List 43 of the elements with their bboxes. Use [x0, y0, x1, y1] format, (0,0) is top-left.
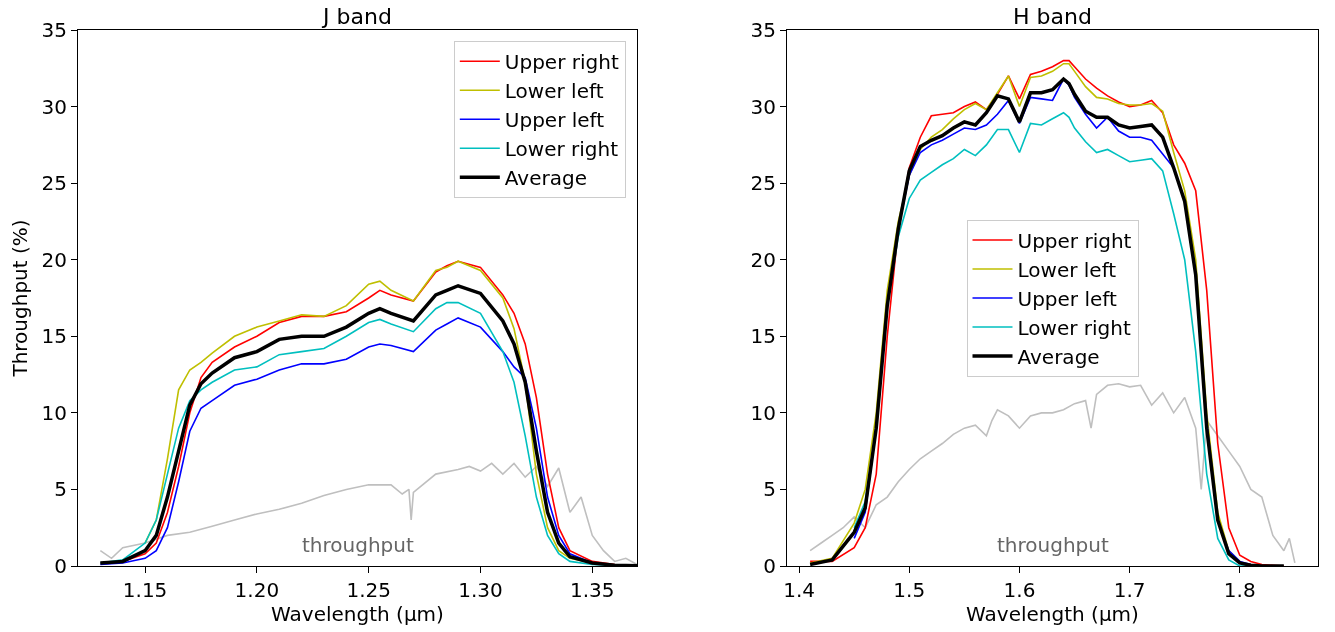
y-tick-label: 15 [41, 324, 67, 349]
y-tick-label: 30 [41, 94, 67, 119]
legend-label: Upper left [504, 108, 605, 133]
x-axis-title: Wavelength (μm) [966, 602, 1139, 626]
x-tick-label: 1.6 [1003, 578, 1036, 602]
y-tick-label: 25 [750, 171, 776, 196]
legend-label: Average [1017, 344, 1100, 369]
chart-title: J band [321, 3, 392, 29]
legend-label: Average [504, 166, 587, 191]
annotation: throughput [997, 533, 1109, 557]
legend-label: Lower right [504, 137, 619, 162]
x-tick-label: 1.7 [1113, 578, 1146, 602]
legend-label: Lower right [1017, 315, 1131, 340]
y-tick-label: 25 [41, 171, 67, 196]
x-tick-label: 1.4 [783, 578, 816, 602]
legend-label: Lower left [504, 79, 604, 104]
legend-label: Upper right [504, 50, 619, 75]
x-tick-label: 1.25 [346, 578, 391, 602]
legend-label: Upper left [1017, 286, 1117, 311]
y-tick-label: 35 [750, 18, 776, 42]
y-tick-label: 10 [750, 400, 776, 425]
x-axis-title: Wavelength (μm) [271, 602, 444, 626]
y-tick-label: 0 [763, 554, 776, 578]
y-tick-label: 20 [41, 247, 67, 272]
y-axis-title: Throughput (%) [8, 219, 33, 378]
x-tick-label: 1.15 [122, 578, 168, 602]
y-tick-label: 5 [763, 477, 776, 502]
x-tick-label: 1.30 [458, 578, 503, 602]
x-tick-label: 1.8 [1223, 578, 1256, 602]
x-tick-label: 1.5 [893, 578, 926, 602]
x-tick-label: 1.35 [570, 578, 615, 602]
legend-label: Upper right [1017, 228, 1132, 253]
legend-label: Lower left [1017, 257, 1117, 282]
y-tick-label: 15 [750, 324, 776, 349]
x-tick-label: 1.20 [234, 578, 280, 602]
chart-title: H band [1013, 3, 1092, 29]
y-tick-label: 30 [750, 94, 776, 119]
y-tick-label: 20 [750, 247, 776, 272]
y-tick-label: 10 [41, 400, 67, 425]
annotation: throughput [302, 533, 414, 557]
y-tick-label: 5 [54, 477, 67, 502]
y-tick-label: 0 [54, 554, 67, 578]
y-tick-label: 35 [41, 18, 67, 42]
